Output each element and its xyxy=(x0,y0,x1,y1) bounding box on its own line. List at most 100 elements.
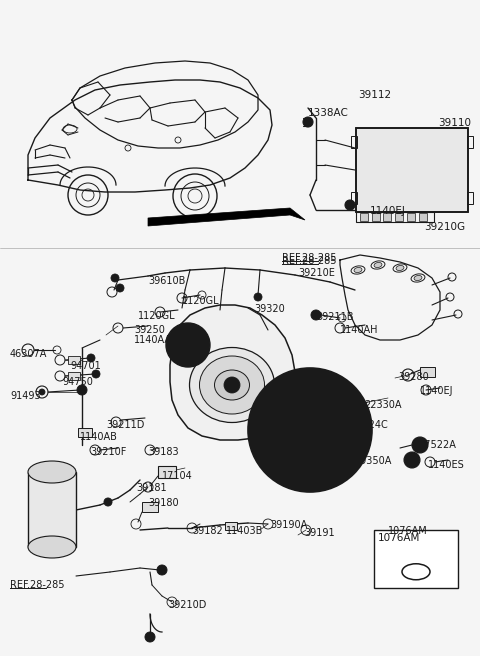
Text: 1120GL: 1120GL xyxy=(182,296,220,306)
Bar xyxy=(360,213,368,221)
Text: 94750: 94750 xyxy=(62,377,93,387)
Text: 39210D: 39210D xyxy=(168,600,206,610)
Bar xyxy=(356,128,468,212)
Text: 39350A: 39350A xyxy=(354,456,391,466)
Circle shape xyxy=(307,465,313,471)
Bar xyxy=(467,136,473,148)
Text: 1140EJ: 1140EJ xyxy=(420,386,454,396)
Circle shape xyxy=(412,437,428,453)
Text: 22330A: 22330A xyxy=(364,400,401,410)
Bar xyxy=(356,212,434,222)
Polygon shape xyxy=(170,305,295,440)
Circle shape xyxy=(104,498,112,506)
Bar xyxy=(384,213,392,221)
Circle shape xyxy=(157,565,167,575)
Bar xyxy=(419,213,427,221)
Text: REF.28-285: REF.28-285 xyxy=(10,580,64,590)
Text: 39191: 39191 xyxy=(304,528,335,538)
Bar xyxy=(351,192,357,204)
Circle shape xyxy=(280,454,286,460)
Text: 39211D: 39211D xyxy=(106,420,144,430)
Circle shape xyxy=(311,310,321,320)
Bar xyxy=(225,522,237,530)
Circle shape xyxy=(145,632,155,642)
Circle shape xyxy=(248,368,372,492)
Text: 39112: 39112 xyxy=(358,90,391,100)
Bar xyxy=(467,192,473,204)
Text: 22124C: 22124C xyxy=(350,420,388,430)
Circle shape xyxy=(224,377,240,393)
Circle shape xyxy=(269,427,275,433)
Circle shape xyxy=(304,424,316,436)
Circle shape xyxy=(345,427,351,433)
Circle shape xyxy=(111,274,119,282)
Ellipse shape xyxy=(396,266,404,270)
Circle shape xyxy=(254,293,262,301)
Circle shape xyxy=(404,452,420,468)
Text: 39250: 39250 xyxy=(134,325,165,335)
Circle shape xyxy=(87,354,95,362)
Text: 1140ES: 1140ES xyxy=(428,460,465,470)
Circle shape xyxy=(408,456,416,464)
Bar xyxy=(78,428,92,437)
Ellipse shape xyxy=(28,536,76,558)
Text: 39320: 39320 xyxy=(254,304,285,314)
Text: 27522A: 27522A xyxy=(418,440,456,450)
Ellipse shape xyxy=(215,370,250,400)
Circle shape xyxy=(182,339,194,351)
Text: 1076AM: 1076AM xyxy=(378,533,420,543)
Text: 39181: 39181 xyxy=(136,483,167,493)
Bar xyxy=(356,128,468,212)
Text: REF.28-285: REF.28-285 xyxy=(282,253,336,263)
Bar xyxy=(68,356,80,364)
Bar xyxy=(351,136,357,148)
Text: 39182: 39182 xyxy=(192,526,223,536)
Circle shape xyxy=(303,117,313,127)
Bar xyxy=(407,213,415,221)
Text: 1140AA: 1140AA xyxy=(134,335,172,345)
Text: 39190A: 39190A xyxy=(270,520,307,530)
Circle shape xyxy=(92,370,100,378)
Text: 39280: 39280 xyxy=(398,372,429,382)
Text: 1076AM: 1076AM xyxy=(388,526,428,536)
Circle shape xyxy=(280,400,286,406)
Text: 39210G: 39210G xyxy=(424,222,465,232)
Bar xyxy=(420,367,435,377)
Circle shape xyxy=(345,200,355,210)
Bar xyxy=(372,213,380,221)
Bar xyxy=(374,530,458,588)
Circle shape xyxy=(280,400,340,460)
Text: 91493: 91493 xyxy=(10,391,41,401)
Text: 1120GL: 1120GL xyxy=(138,311,176,321)
Ellipse shape xyxy=(354,268,362,272)
Text: 1338AC: 1338AC xyxy=(308,108,349,118)
Bar xyxy=(158,466,176,478)
Bar xyxy=(395,213,403,221)
Text: 39210E: 39210E xyxy=(298,268,335,278)
Circle shape xyxy=(416,441,424,449)
Text: 39610B: 39610B xyxy=(148,276,185,286)
Text: 39110: 39110 xyxy=(438,118,471,128)
Ellipse shape xyxy=(200,356,264,414)
Text: 39211B: 39211B xyxy=(316,312,353,322)
Polygon shape xyxy=(148,208,305,226)
Ellipse shape xyxy=(374,262,382,268)
Circle shape xyxy=(295,415,325,445)
Bar xyxy=(142,502,158,512)
Text: 11403B: 11403B xyxy=(226,526,264,536)
Text: 46307A: 46307A xyxy=(10,349,48,359)
Bar xyxy=(68,372,80,380)
Circle shape xyxy=(307,389,313,395)
Ellipse shape xyxy=(190,348,275,422)
Circle shape xyxy=(77,385,87,395)
Circle shape xyxy=(39,389,45,395)
Text: 39210F: 39210F xyxy=(90,447,126,457)
Text: 1140AH: 1140AH xyxy=(340,325,379,335)
Text: 39183: 39183 xyxy=(148,447,179,457)
Bar xyxy=(28,472,76,547)
Text: 1140AB: 1140AB xyxy=(80,432,118,442)
Text: 39180: 39180 xyxy=(148,498,179,508)
Ellipse shape xyxy=(414,276,422,281)
Circle shape xyxy=(334,400,340,406)
Ellipse shape xyxy=(28,461,76,483)
